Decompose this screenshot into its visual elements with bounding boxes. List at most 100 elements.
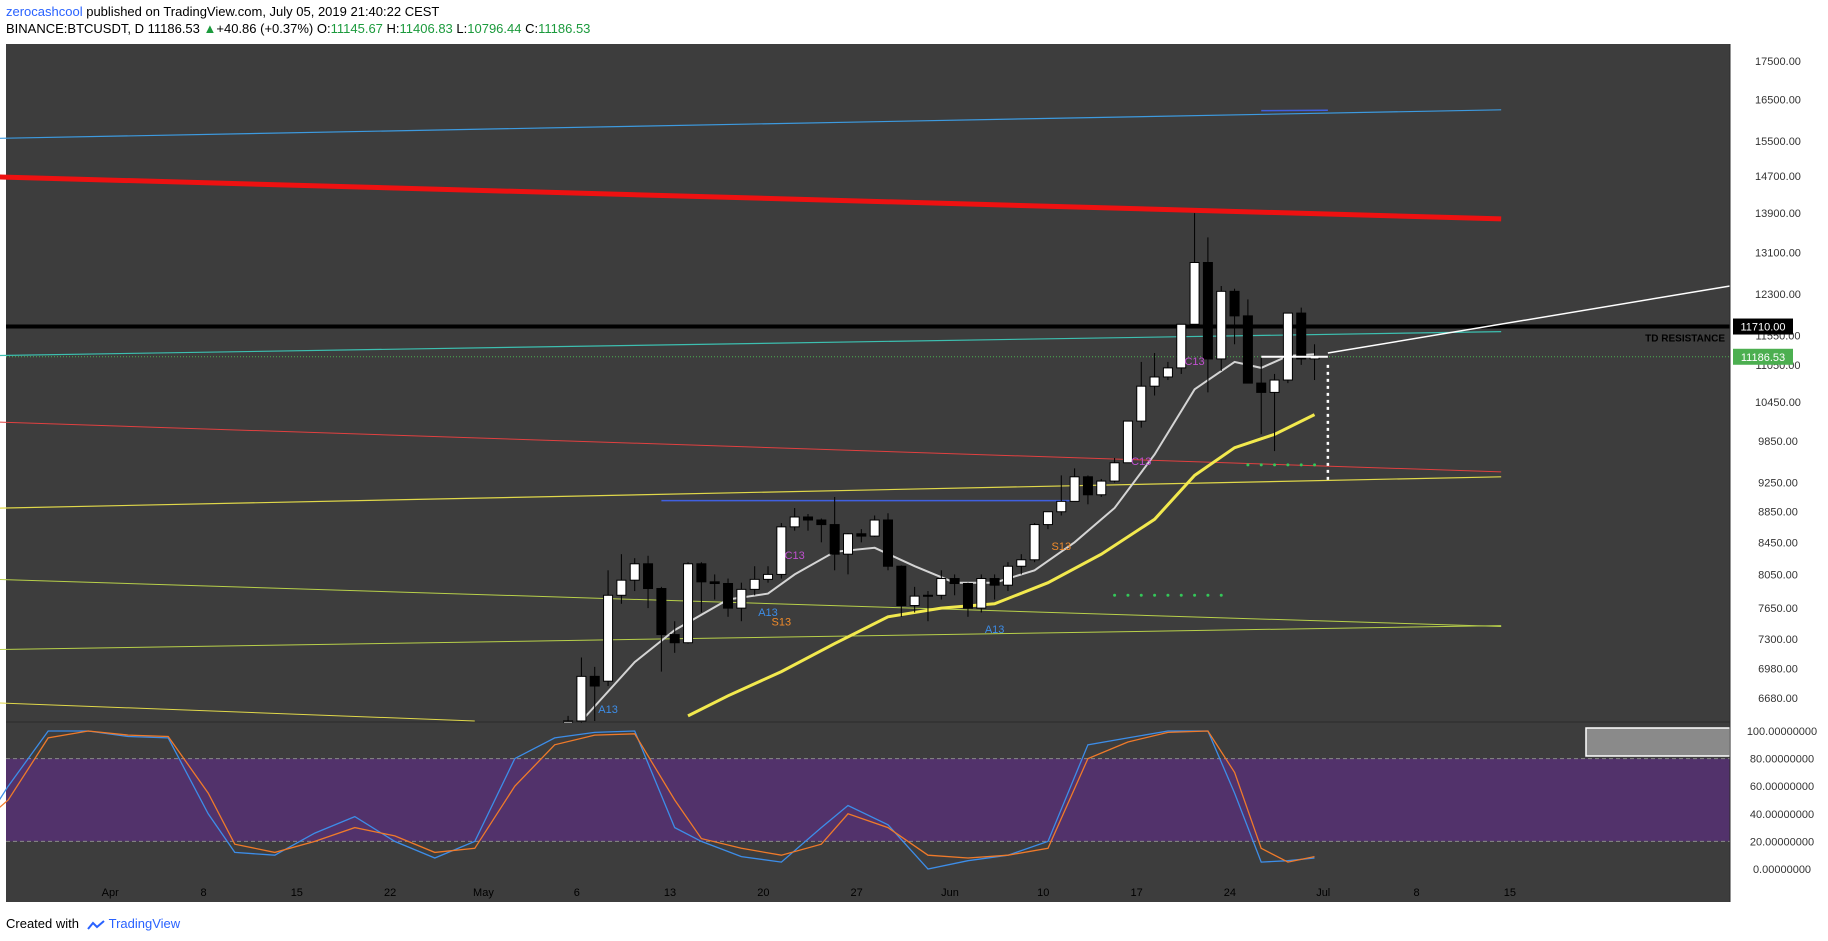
- candle[interactable]: [643, 555, 654, 609]
- stoch-axis[interactable]: 100.00000000 80.00000000 60.00000000 40.000…: [1747, 726, 1817, 876]
- upper-channel-line[interactable]: [0, 109, 1502, 139]
- price-axis[interactable]: 17500.00 16500.00 15500.00 14700.00 13900.00…: [1733, 56, 1801, 705]
- candle[interactable]: [856, 529, 867, 543]
- open-value: 11145.67: [330, 21, 383, 36]
- candle[interactable]: [1189, 213, 1200, 328]
- candle[interactable]: [829, 496, 840, 571]
- candle[interactable]: [776, 523, 787, 579]
- candle[interactable]: [763, 566, 774, 583]
- candle[interactable]: [1056, 475, 1067, 516]
- candle-body: [1029, 524, 1040, 561]
- lower-yellow-line[interactable]: [0, 702, 475, 722]
- candle[interactable]: [1002, 562, 1013, 592]
- stoch-tick-label: 20.00000000: [1750, 836, 1814, 848]
- candle[interactable]: [949, 574, 960, 596]
- candle[interactable]: [803, 513, 814, 531]
- candle-body: [1056, 500, 1067, 513]
- candle[interactable]: [1256, 355, 1267, 435]
- candle[interactable]: [922, 591, 933, 622]
- candle[interactable]: [816, 518, 827, 543]
- close-label: C:: [525, 21, 539, 36]
- candle-body: [896, 565, 907, 607]
- candle[interactable]: [1162, 361, 1173, 381]
- candle[interactable]: [696, 562, 707, 613]
- candle[interactable]: [1096, 478, 1107, 497]
- candle[interactable]: [576, 657, 587, 727]
- candle[interactable]: [683, 562, 694, 644]
- candle[interactable]: [882, 513, 893, 571]
- candle[interactable]: [936, 570, 947, 600]
- price-tick-label: 8050.00: [1758, 569, 1798, 581]
- time-axis[interactable]: Apr 8 15 22 May 6 13 20 27 Jun 10 17 24 Jul 8 15: [102, 887, 1516, 899]
- candle-body: [869, 519, 880, 537]
- candle[interactable]: [1176, 323, 1187, 374]
- sma-slow-line[interactable]: [687, 413, 1316, 718]
- candle[interactable]: [896, 565, 907, 617]
- candle[interactable]: [1269, 373, 1280, 452]
- created-with-text: Created with: [6, 916, 79, 931]
- candle[interactable]: [1229, 288, 1240, 345]
- candle[interactable]: [629, 558, 640, 592]
- price-tick-label: 9850.00: [1758, 436, 1798, 448]
- candle[interactable]: [1216, 285, 1227, 371]
- candle[interactable]: [1202, 237, 1213, 393]
- candle[interactable]: [989, 574, 1000, 600]
- candle[interactable]: [1136, 361, 1147, 428]
- resistance-price-badge: [1733, 318, 1793, 335]
- candle[interactable]: [1016, 554, 1027, 575]
- td-support-dot: [1126, 593, 1130, 597]
- candle[interactable]: [1029, 523, 1040, 563]
- price-tick-label: 7650.00: [1758, 603, 1798, 615]
- price-tick-label: 14700.00: [1755, 171, 1801, 183]
- candle[interactable]: [1109, 457, 1120, 483]
- candle[interactable]: [843, 533, 853, 575]
- candle-body: [1136, 385, 1147, 422]
- candle-body: [1216, 290, 1227, 360]
- candle[interactable]: [1042, 511, 1053, 530]
- candle[interactable]: [1296, 307, 1307, 365]
- candle[interactable]: [1069, 468, 1080, 502]
- candle[interactable]: [976, 574, 987, 613]
- candle[interactable]: [1149, 353, 1160, 396]
- highlight-box[interactable]: [1585, 727, 1731, 757]
- candle[interactable]: [909, 586, 920, 613]
- candle[interactable]: [589, 666, 600, 721]
- candle[interactable]: [723, 578, 734, 617]
- time-tick-label: May: [473, 887, 494, 899]
- stoch-d-line[interactable]: [0, 730, 1315, 863]
- td-label: C13: [785, 550, 805, 562]
- candle[interactable]: [669, 621, 680, 653]
- candle[interactable]: [736, 582, 747, 622]
- candle[interactable]: [656, 586, 667, 672]
- candle-body: [1042, 511, 1053, 526]
- candle[interactable]: [1082, 475, 1093, 505]
- candle[interactable]: [616, 554, 627, 604]
- yellow-trendline[interactable]: [0, 476, 1502, 509]
- candle[interactable]: [789, 508, 800, 531]
- sma-fast-line[interactable]: [580, 353, 1315, 722]
- candle[interactable]: [1242, 299, 1253, 384]
- candle[interactable]: [1282, 312, 1293, 384]
- stoch-k-line[interactable]: [0, 730, 1315, 870]
- tradingview-link[interactable]: TradingView: [108, 916, 181, 931]
- candle[interactable]: [749, 566, 760, 596]
- candle-body: [856, 533, 867, 537]
- candle[interactable]: [603, 570, 614, 687]
- candle[interactable]: [962, 582, 973, 617]
- red-support-line[interactable]: [0, 421, 1502, 473]
- projection-line[interactable]: [1327, 285, 1731, 354]
- td-support-dot: [1166, 593, 1170, 597]
- candle[interactable]: [869, 515, 880, 537]
- candle-body: [1149, 376, 1160, 387]
- author-link[interactable]: zerocashcool: [6, 4, 83, 19]
- descending-green-line[interactable]: [0, 579, 1502, 628]
- resistance-trendline[interactable]: [0, 174, 1502, 222]
- time-tick-label: 15: [1504, 887, 1516, 899]
- stoch-pane[interactable]: [0, 723, 1731, 902]
- candle-body: [776, 526, 787, 575]
- candle[interactable]: [709, 574, 720, 600]
- candle[interactable]: [1122, 420, 1133, 464]
- ascending-green-line[interactable]: [0, 625, 1502, 651]
